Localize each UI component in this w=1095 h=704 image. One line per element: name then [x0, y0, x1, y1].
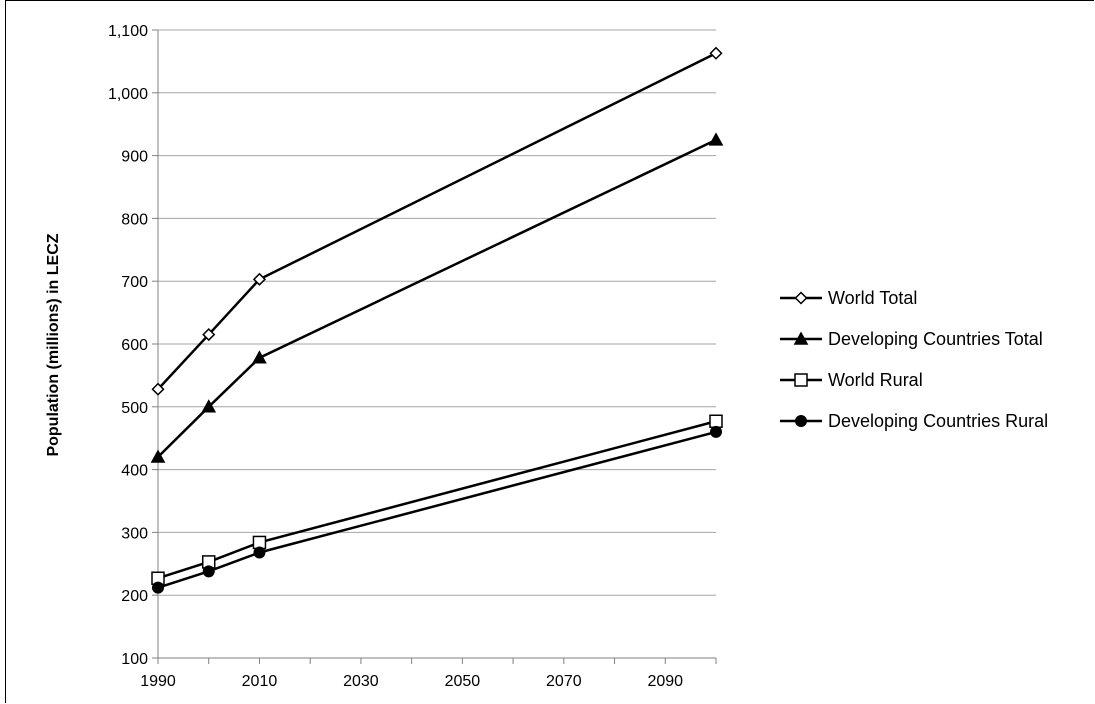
- axes: 100 200 300 400 500 600 700 800 900 1,000 1,100 199…: [108, 23, 717, 690]
- legend-marker: [794, 373, 808, 387]
- x-tick-label: 1990: [140, 673, 176, 690]
- y-tick-label: 1,000: [108, 86, 148, 103]
- series-line-1: [157, 52, 717, 391]
- series-point-1: [252, 272, 267, 286]
- series-point-1: [202, 328, 216, 342]
- x-tick-label: 2090: [647, 673, 683, 690]
- x-tick-label: 2010: [242, 673, 278, 690]
- chart-frame: [5, 0, 1094, 703]
- y-tick-label: 700: [121, 274, 148, 291]
- series-point-4: [152, 581, 164, 594]
- series-point-4: [710, 425, 722, 438]
- series-line-4: [157, 430, 717, 589]
- legend-marker: [795, 415, 807, 427]
- x-tick-label: 2070: [546, 673, 582, 690]
- gridlines: [158, 29, 716, 596]
- y-tick-label: 400: [121, 463, 148, 480]
- series-point-1: [151, 382, 165, 396]
- series-point-4: [253, 546, 266, 559]
- series-point-2: [201, 399, 217, 413]
- series-line-3: [157, 420, 717, 580]
- x-tick-label: 2050: [445, 673, 481, 690]
- y-tick-label: 300: [121, 525, 148, 542]
- legend-label: Developing Countries Total: [828, 329, 1043, 349]
- y-tick-label: 1,100: [108, 23, 148, 40]
- series-point-4: [202, 565, 215, 578]
- y-axis-title: Population (millions) in LECZ: [45, 233, 62, 456]
- series-point-1: [709, 46, 723, 60]
- series-point-3: [709, 414, 723, 428]
- x-tick-label: 2030: [343, 673, 379, 690]
- y-tick-label: 600: [121, 337, 148, 354]
- series-point-2: [252, 350, 267, 364]
- series-group: [150, 46, 724, 594]
- y-tick-label: 100: [121, 651, 148, 668]
- y-tick-label: 800: [121, 211, 148, 228]
- y-tick-label: 500: [121, 400, 148, 417]
- y-tick-label: 900: [121, 149, 148, 166]
- legend-label: World Rural: [828, 370, 923, 390]
- series-point-2: [150, 449, 166, 463]
- series-point-2: [708, 132, 724, 146]
- legend-label: World Total: [828, 288, 917, 308]
- legend-marker: [793, 331, 809, 345]
- legend-label: Developing Countries Rural: [828, 411, 1048, 431]
- series-line-2: [157, 138, 717, 458]
- y-tick-label: 200: [121, 588, 148, 605]
- legend-marker: [794, 291, 808, 305]
- legend: World Total Developing Countries Total Wor…: [780, 288, 1048, 431]
